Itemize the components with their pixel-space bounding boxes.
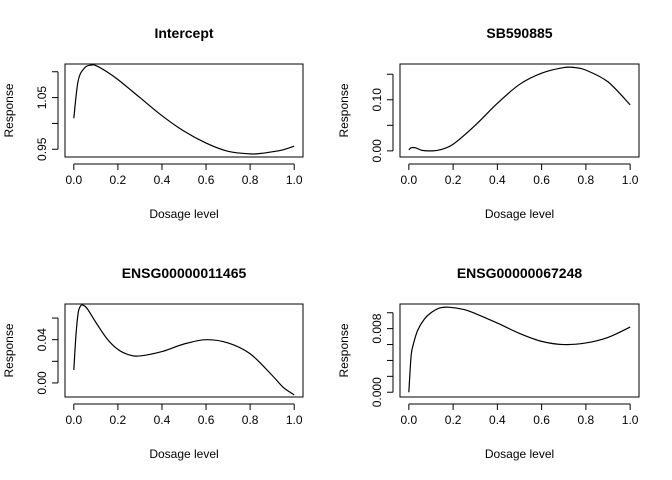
- x-tick-label: 0.0: [65, 413, 82, 427]
- y-tick-label: 0.008: [370, 313, 384, 343]
- x-tick-label: 0.4: [154, 173, 171, 187]
- x-tick-label: 1.0: [622, 413, 639, 427]
- response-curve: [408, 66, 631, 152]
- y-tick-label: 0.10: [370, 88, 384, 112]
- x-axis-label: Dosage level: [149, 447, 218, 461]
- chart-panel-1: 0.0 0.2 0.4 0.6 0.8 1.0 0.95 1.05 Intercept Dosag…: [2, 25, 304, 221]
- y-tick-label: 0.95: [35, 137, 49, 161]
- chart-title: Intercept: [154, 25, 213, 41]
- y-tick-label: 0.00: [35, 371, 49, 395]
- x-axis-label: Dosage level: [485, 447, 554, 461]
- y-tick-label: 1.05: [35, 86, 49, 110]
- x-tick-label: 0.0: [401, 413, 418, 427]
- chart-title: SB590885: [486, 25, 552, 41]
- chart-title: ENSG00000011465: [122, 265, 247, 281]
- chart-title: ENSG00000067248: [457, 265, 583, 281]
- plot-frame: [399, 303, 640, 398]
- x-tick-label: 1.0: [622, 173, 639, 187]
- x-axis-label: Dosage level: [149, 207, 218, 221]
- x-tick-label: 0.8: [578, 173, 595, 187]
- x-tick-label: 0.2: [110, 413, 127, 427]
- x-tick-label: 0.0: [65, 173, 82, 187]
- y-tick-label: 0.000: [370, 377, 384, 407]
- chart-panel-4: 0.0 0.2 0.4 0.6 0.8 1.0 0.000 0.008 ENSG00000067…: [337, 265, 640, 461]
- x-tick-label: 0.2: [110, 173, 127, 187]
- x-tick-label: 0.4: [489, 413, 506, 427]
- y-axis-label: Response: [2, 323, 16, 377]
- y-axis-label: Response: [337, 83, 351, 137]
- x-tick-label: 0.6: [198, 413, 215, 427]
- y-tick-label: 0.00: [370, 139, 384, 163]
- x-axis-label: Dosage level: [485, 207, 554, 221]
- plot-frame: [399, 63, 640, 158]
- x-tick-label: 0.4: [154, 413, 171, 427]
- x-tick-label: 0.6: [198, 173, 215, 187]
- x-tick-label: 1.0: [286, 413, 303, 427]
- x-tick-label: 0.2: [445, 413, 462, 427]
- chart-panel-3: 0.0 0.2 0.4 0.6 0.8 1.0 0.00 0.04 ENSG0000001146…: [2, 265, 304, 461]
- x-tick-label: 0.8: [578, 413, 595, 427]
- plot-frame: [64, 63, 304, 158]
- x-tick-label: 0.4: [489, 173, 506, 187]
- plot-frame: [64, 303, 304, 398]
- x-tick-label: 0.6: [533, 413, 550, 427]
- x-tick-label: 0.8: [242, 413, 259, 427]
- x-tick-label: 1.0: [286, 173, 303, 187]
- chart-panel-2: 0.0 0.2 0.4 0.6 0.8 1.0 0.00 0.10 SB590885 Dosage…: [337, 25, 640, 221]
- response-curve: [73, 304, 295, 396]
- response-curve: [408, 306, 631, 393]
- y-axis-label: Response: [337, 323, 351, 377]
- x-tick-label: 0.6: [533, 173, 550, 187]
- x-tick-label: 0.2: [445, 173, 462, 187]
- y-tick-label: 0.04: [35, 328, 49, 352]
- response-curve: [73, 64, 295, 155]
- x-tick-label: 0.0: [401, 173, 418, 187]
- x-tick-label: 0.8: [242, 173, 259, 187]
- y-axis-label: Response: [2, 83, 16, 137]
